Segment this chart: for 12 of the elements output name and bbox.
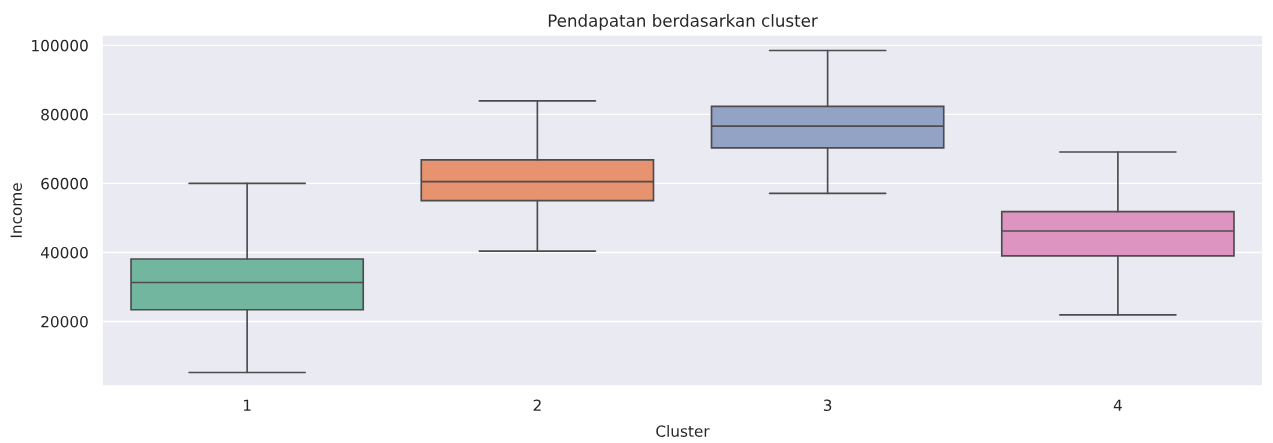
- y-axis-title: Income: [10, 183, 22, 238]
- x-axis-title: Cluster: [656, 425, 710, 437]
- y-tick-label: 20000: [41, 315, 88, 328]
- chart-title: Pendapatan berdasarkan cluster: [548, 14, 818, 31]
- y-tick-label: 40000: [40, 246, 88, 259]
- x-tick-label: 2: [533, 399, 541, 411]
- x-tick-label: 4: [1113, 399, 1122, 411]
- x-tick-label: 3: [823, 399, 832, 412]
- y-tick-label: 100000: [32, 39, 88, 52]
- y-tick-label: 60000: [41, 177, 88, 190]
- y-tick-label: 80000: [41, 108, 88, 121]
- x-tick-label: 1: [243, 399, 251, 411]
